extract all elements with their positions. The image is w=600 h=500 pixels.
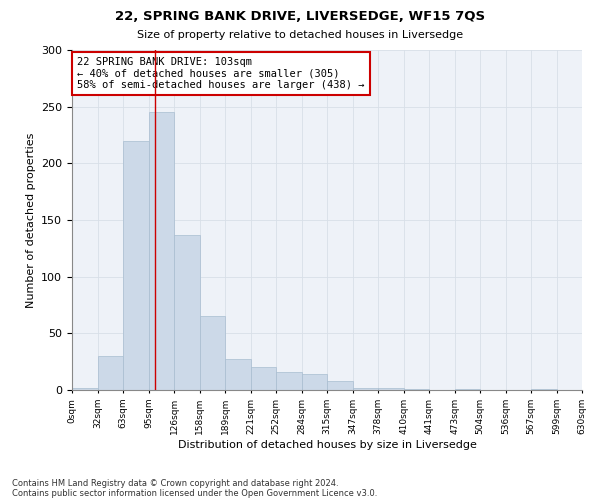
Bar	[174, 234, 200, 390]
Bar	[378, 388, 404, 390]
Bar	[225, 360, 251, 390]
Bar	[149, 112, 174, 390]
Bar	[98, 356, 123, 390]
Y-axis label: Number of detached properties: Number of detached properties	[26, 132, 35, 308]
Text: Contains HM Land Registry data © Crown copyright and database right 2024.: Contains HM Land Registry data © Crown c…	[12, 478, 338, 488]
Text: Contains public sector information licensed under the Open Government Licence v3: Contains public sector information licen…	[12, 488, 377, 498]
Bar	[200, 316, 225, 390]
Bar	[251, 368, 276, 390]
Bar	[404, 389, 429, 390]
Text: 22, SPRING BANK DRIVE, LIVERSEDGE, WF15 7QS: 22, SPRING BANK DRIVE, LIVERSEDGE, WF15 …	[115, 10, 485, 23]
Bar	[72, 388, 98, 390]
Bar	[353, 388, 378, 390]
Bar	[123, 140, 149, 390]
Bar	[531, 389, 557, 390]
Bar	[302, 374, 327, 390]
Text: Size of property relative to detached houses in Liversedge: Size of property relative to detached ho…	[137, 30, 463, 40]
Bar	[455, 389, 480, 390]
X-axis label: Distribution of detached houses by size in Liversedge: Distribution of detached houses by size …	[178, 440, 476, 450]
Text: 22 SPRING BANK DRIVE: 103sqm
← 40% of detached houses are smaller (305)
58% of s: 22 SPRING BANK DRIVE: 103sqm ← 40% of de…	[77, 57, 365, 90]
Bar	[276, 372, 302, 390]
Bar	[327, 381, 353, 390]
